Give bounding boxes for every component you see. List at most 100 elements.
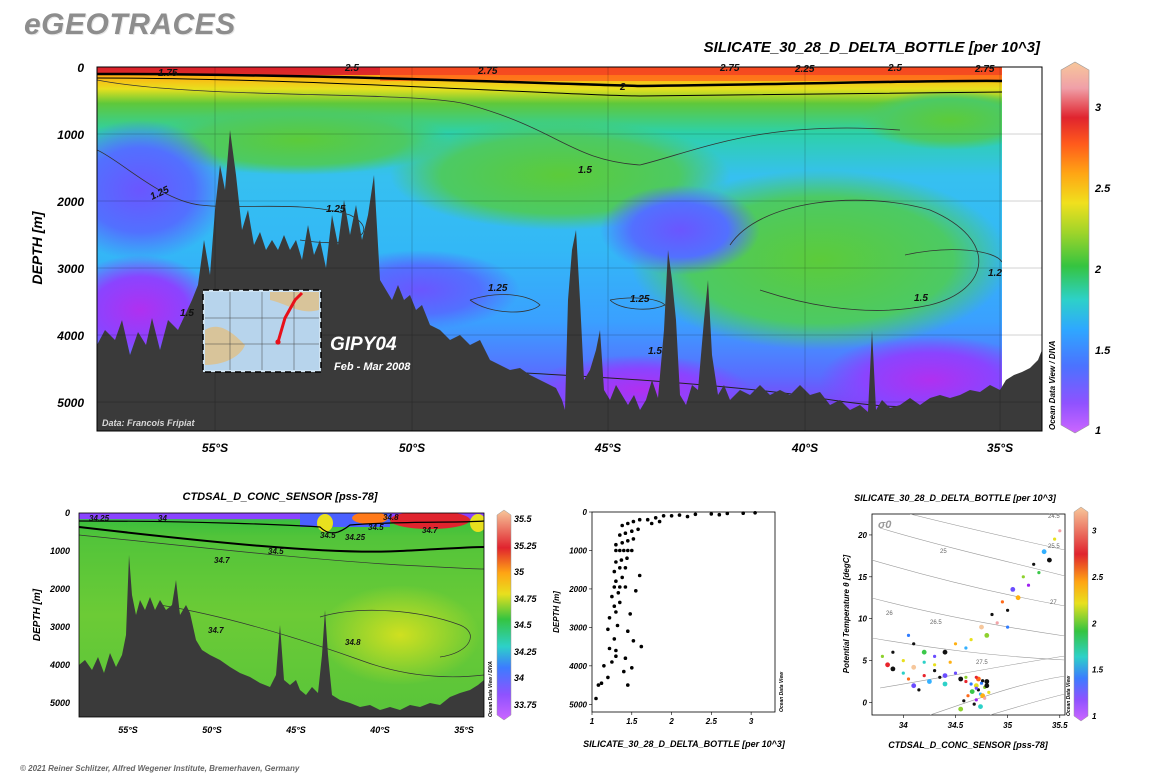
scatter-ytick: 5000: [569, 700, 587, 709]
ts-cbar-tick: 2: [1091, 619, 1097, 628]
main-cbar-tick: 2: [1094, 264, 1101, 276]
scatter-point: [693, 512, 698, 517]
scatter-point: [618, 566, 622, 570]
isopycnal-label: 26: [886, 611, 893, 617]
ts-xtick: 35.5: [1052, 721, 1068, 730]
scatter-point: [657, 519, 662, 524]
contour-label: 1.25: [630, 294, 650, 305]
scatter-point: [607, 616, 612, 620]
main-xtick: 35°S: [987, 441, 1013, 455]
scatter-point: [620, 575, 624, 580]
scatter-point: [610, 660, 614, 664]
sal-cbar-tick: 34.25: [514, 647, 538, 657]
sal-cbar-tick: 35.5: [514, 514, 533, 524]
scatter-xticks: 1 1.5 2 2.5 3: [590, 712, 754, 726]
ts-point: [1037, 571, 1041, 575]
scatter-point: [618, 548, 622, 553]
sal-cbar-tick: 34: [514, 673, 524, 683]
sal-cbar-tick: 35: [514, 567, 525, 577]
contour-label: 1.5: [180, 308, 194, 319]
depth-scatter-plot: 1 1.5 2 2.5 3 0 1000 2000 3000 4000 5000 SILICATE…: [552, 508, 786, 749]
scatter-point: [614, 610, 618, 614]
sal-xtick: 45°S: [285, 725, 306, 735]
isopycnal-label: 27.5: [976, 660, 988, 666]
ts-point: [942, 673, 948, 678]
isopycnal-label: 24.5: [1048, 514, 1060, 520]
main-xticks: 55°S 50°S 45°S 40°S 35°S: [202, 441, 1013, 455]
contour-label: 1.5: [648, 346, 662, 357]
scatter-point: [596, 683, 601, 687]
ts-point: [1021, 575, 1025, 579]
scatter-point: [717, 512, 722, 517]
scatter-xlabel: SILICATE_30_28_D_DELTA_BOTTLE [per 10^3]: [583, 739, 786, 749]
ts-point: [921, 649, 927, 655]
ts-point: [984, 679, 990, 684]
main-ytick: 1000: [57, 128, 84, 142]
ts-title: SILICATE_30_28_D_DELTA_BOTTLE [per 10^3]: [854, 493, 1057, 503]
ts-point: [969, 682, 973, 686]
scatter-point: [614, 579, 618, 583]
salinity-field: [79, 513, 484, 717]
ts-point: [1006, 625, 1010, 629]
scatter-point: [602, 664, 606, 668]
main-cbar-tick: 3: [1095, 102, 1101, 114]
salinity-section-plot: CTDSAL_D_CONC_SENSOR [pss-78] 34.25 34 3…: [32, 491, 538, 735]
scatter-side-label: Ocean Data View: [779, 671, 785, 712]
sal-ytick: 1000: [50, 546, 70, 556]
sal-xtick: 35°S: [454, 725, 474, 735]
ts-point: [979, 624, 984, 630]
ts-point: [906, 633, 911, 637]
ts-yticks: 0 5 10 15 20: [857, 531, 872, 707]
scatter-ytick: 1000: [569, 546, 587, 555]
scatter-point: [615, 623, 620, 628]
ts-point: [978, 704, 983, 709]
ts-point: [983, 696, 987, 700]
scatter-xtick: 1: [590, 717, 595, 726]
scatter-point: [622, 669, 626, 674]
scatter-point: [630, 666, 634, 670]
scatter-xtick: 2: [668, 717, 674, 726]
scatter-point: [625, 556, 629, 560]
brand-logo: eGEOTRACES: [24, 8, 236, 41]
ts-point: [922, 660, 926, 664]
ts-point: [1041, 549, 1047, 555]
ts-point: [880, 654, 884, 658]
ts-point: [990, 612, 994, 617]
main-contour-labels: 1.75 2.5 2.75 2.75 2.25 2.5 2.75 2 1.5 1…: [149, 63, 1003, 357]
main-xtick: 45°S: [594, 441, 621, 455]
scatter-point: [631, 519, 636, 524]
ts-point: [953, 671, 958, 675]
scatter-point: [612, 637, 617, 641]
ts-point: [1058, 529, 1062, 533]
isopycnal-label: 25: [940, 549, 947, 555]
contour-label: 34.8: [383, 513, 399, 522]
scatter-point: [677, 513, 682, 517]
ts-point: [973, 683, 979, 689]
main-xtick: 55°S: [202, 441, 228, 455]
ts-ytick: 5: [863, 657, 868, 666]
ts-cbar-side-label: Ocean Data View: [1066, 675, 1072, 716]
ts-diagram-plot: SILICATE_30_28_D_DELTA_BOTTLE [per 10^3]…: [842, 493, 1104, 750]
contour-label: 1.25: [326, 204, 346, 215]
ts-point: [979, 681, 984, 685]
ts-cbar-tick: 1: [1092, 712, 1097, 721]
ts-point: [1053, 537, 1057, 541]
ts-point: [1006, 608, 1010, 612]
main-frame: [96, 66, 1043, 432]
cruise-date: Feb - Mar 2008: [334, 361, 411, 373]
scatter-point: [626, 629, 630, 633]
ts-point: [981, 679, 985, 683]
data-credit: Data: Francois Fripiat: [102, 418, 196, 428]
ts-point: [969, 638, 973, 642]
scatter-ytick: 2000: [568, 585, 587, 594]
ts-point: [974, 675, 978, 679]
ts-point: [969, 689, 975, 694]
contour-label: 34.5: [320, 531, 336, 540]
main-title: SILICATE_30_28_D_DELTA_BOTTLE [per 10^3]: [704, 39, 1041, 56]
scatter-point: [622, 548, 626, 553]
salinity-ylabel: DEPTH [m]: [32, 588, 43, 641]
scatter-point: [653, 516, 658, 520]
ts-cbar-tick: 1.5: [1092, 666, 1104, 675]
ts-ytick: 20: [857, 531, 867, 540]
cruise-label: GIPY04: [330, 334, 397, 355]
